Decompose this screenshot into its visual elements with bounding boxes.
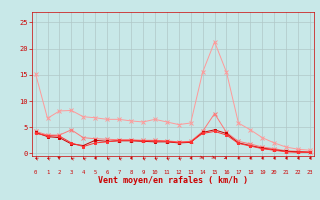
X-axis label: Vent moyen/en rafales ( km/h ): Vent moyen/en rafales ( km/h ) — [98, 176, 248, 185]
